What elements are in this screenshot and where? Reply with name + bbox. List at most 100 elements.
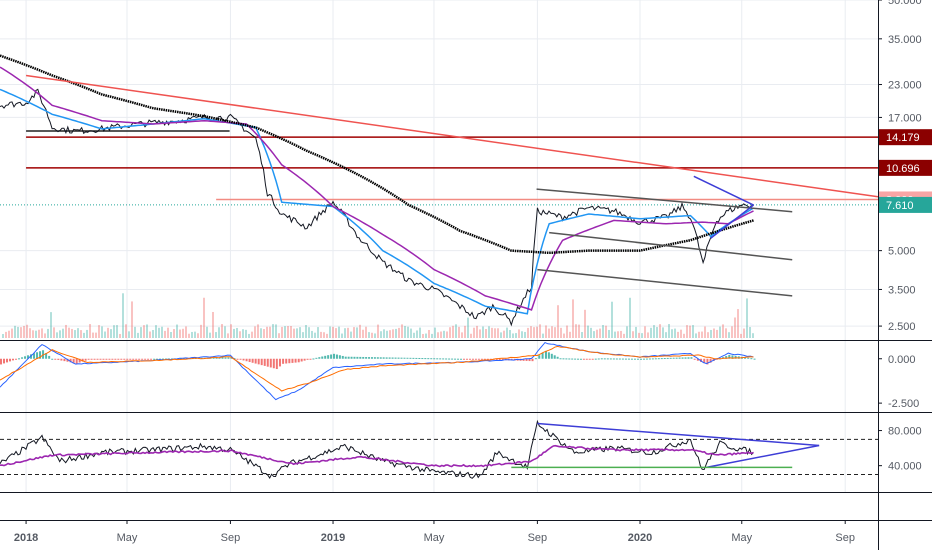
volume-bar (137, 332, 139, 338)
volume-bar (221, 324, 223, 338)
price-tag[interactable] (879, 129, 932, 146)
volume-bar (587, 325, 589, 338)
x-tick-label: May (424, 532, 445, 544)
macd-histogram-bar (90, 358, 93, 360)
volume-bar (740, 333, 742, 338)
volume-bar (293, 328, 295, 338)
price-y-tick-label: 2.500 (888, 321, 916, 333)
volume-bar (470, 333, 472, 338)
volume-bar (503, 330, 505, 338)
volume-bar (602, 325, 604, 338)
volume-bar (611, 301, 613, 338)
volume-bar (353, 327, 355, 338)
volume-bar (686, 325, 688, 338)
macd-histogram-bar (391, 357, 394, 359)
volume-bar (692, 325, 694, 338)
volume-bar (506, 327, 508, 338)
macd-histogram-bar (747, 357, 750, 359)
macd-histogram-bar (571, 358, 574, 360)
volume-bar (641, 333, 643, 338)
macd-histogram-bar (415, 357, 418, 359)
volume-bar (359, 324, 361, 338)
volume-bar (548, 328, 550, 338)
trendline[interactable] (710, 204, 754, 239)
time-axis[interactable]: 2018 May Sep 2019 May Sep 2020 May Sep (14, 520, 855, 544)
volume-bar (47, 328, 49, 338)
volume-bar (44, 333, 46, 338)
macd-histogram-bar (156, 358, 159, 360)
macd-histogram-bar (99, 358, 102, 360)
macd-y-tick-label: -2.500 (888, 398, 919, 410)
volume-bar (59, 330, 61, 338)
macd-histogram-bar (275, 358, 278, 370)
macd-histogram-bar (471, 358, 474, 360)
trendline[interactable] (549, 231, 793, 261)
volume-bar (590, 327, 592, 338)
price-axis[interactable]: 50.000 35.000 23.000 17.000 5.000 3.500 2.500 0… (878, 0, 932, 473)
macd-histogram-bar (120, 358, 123, 360)
long-moving-average-line (0, 54, 754, 255)
price-tag[interactable] (879, 159, 932, 176)
macd-histogram-bar (696, 358, 699, 361)
data-series (0, 54, 754, 479)
x-tick-label: Sep (528, 532, 548, 544)
volume-bar (257, 324, 259, 338)
volume-bar (182, 328, 184, 338)
volume-bar (392, 329, 394, 338)
trendline[interactable] (693, 175, 754, 206)
macd-histogram-bar (454, 358, 457, 360)
volume-bar (398, 327, 400, 338)
macd-histogram-bar (588, 358, 591, 360)
macd-histogram-bar (218, 357, 221, 359)
volume-bar (317, 327, 319, 338)
macd-histogram-bar (553, 355, 556, 359)
macd-histogram-bar (687, 357, 690, 359)
macd-histogram-bar (630, 358, 633, 360)
macd-histogram-bar (36, 352, 39, 359)
rsi-trendline[interactable] (706, 444, 820, 469)
x-tick-label: Sep (221, 532, 241, 544)
volume-bar (404, 325, 406, 338)
macd-histogram-bar (117, 358, 120, 360)
volume-bar (11, 328, 13, 338)
price-tag[interactable] (879, 196, 932, 213)
volume-bar (98, 325, 100, 338)
macd-histogram-bar (403, 357, 406, 359)
macd-histogram-bar (433, 358, 436, 360)
volume-bar (38, 329, 40, 338)
macd-histogram-bar (675, 357, 678, 359)
rsi-trendline[interactable] (537, 422, 820, 447)
volume-bar (683, 333, 685, 338)
volume-bar (614, 331, 616, 338)
volume-bar (206, 326, 208, 338)
trendline[interactable] (25, 74, 879, 198)
macd-histogram-bar (486, 358, 489, 360)
macd-histogram-bar (657, 358, 660, 360)
rsi-y-tick-label: 40.000 (888, 461, 922, 473)
macd-histogram-bar (182, 358, 185, 360)
trendline[interactable] (537, 268, 793, 297)
rsi-y-tick-label: 80.000 (888, 426, 922, 438)
macd-histogram-bar (368, 357, 371, 359)
volume-bar (164, 330, 166, 338)
macd-histogram-bar (385, 357, 388, 359)
volume-bar (335, 328, 337, 338)
macd-histogram-bar (636, 358, 639, 360)
macd-histogram-bar (706, 358, 709, 365)
macd-histogram-bar (693, 358, 696, 360)
macd-histogram-bar (365, 357, 368, 359)
macd-histogram-bar (132, 358, 135, 360)
x-tick-label: 2020 (628, 532, 652, 544)
macd-histogram-bar (370, 357, 373, 359)
volume-bar (581, 332, 583, 338)
volume-bar (14, 325, 16, 338)
volume-bar (299, 327, 301, 338)
volume-bar (170, 332, 172, 338)
volume-bar (71, 328, 73, 338)
macd-histogram-bar (397, 357, 400, 359)
volume-bar (41, 328, 43, 338)
price-y-tick-label: 50.000 (888, 0, 922, 7)
